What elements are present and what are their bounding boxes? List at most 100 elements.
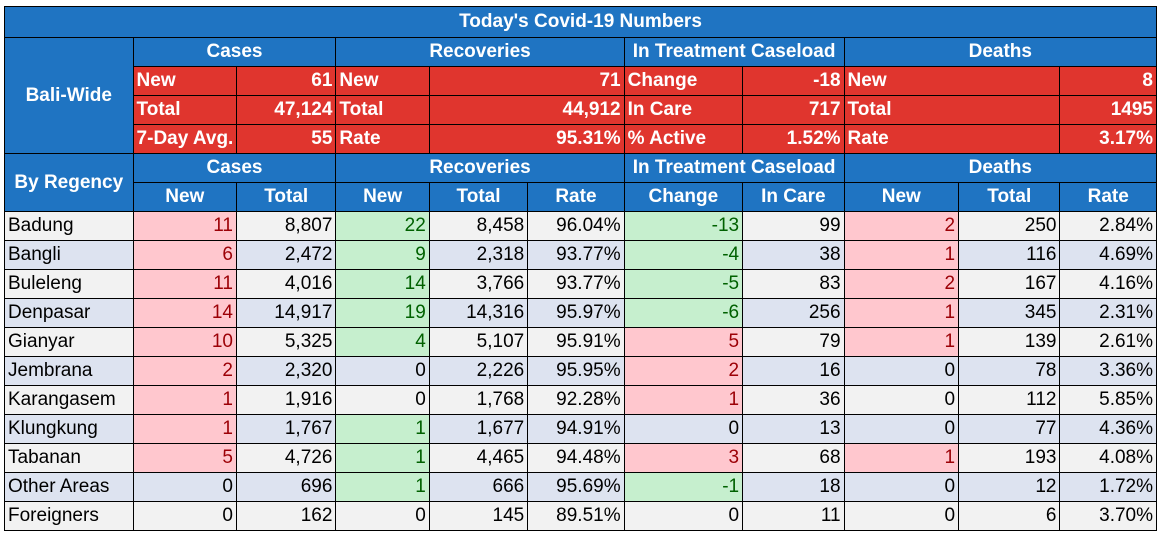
table-cell: 250 bbox=[958, 211, 1061, 241]
table-cell: 11 bbox=[132, 269, 237, 299]
column-header: Total bbox=[958, 182, 1061, 212]
table-cell: 94.48% bbox=[527, 443, 625, 473]
bali-wide-label-cell: In Care bbox=[623, 95, 744, 125]
regency-name: Bangli bbox=[4, 240, 134, 270]
regency-group-treatment: In Treatment Caseload bbox=[623, 153, 845, 183]
table-cell: 5,107 bbox=[428, 327, 529, 357]
bali-wide-label-cell: New bbox=[132, 66, 237, 96]
table-cell: 5 bbox=[623, 327, 744, 357]
table-cell: 1 bbox=[335, 443, 430, 473]
bali-wide-value-cell: 3.17% bbox=[1059, 124, 1157, 154]
bali-wide-label-cell: Total bbox=[335, 95, 430, 125]
table-cell: 89.51% bbox=[527, 501, 625, 531]
table-cell: 193 bbox=[958, 443, 1061, 473]
bali-wide-value-cell: 1495 bbox=[1059, 95, 1157, 125]
bali-wide-value-cell: -18 bbox=[742, 66, 845, 96]
table-row: Gianyar 10 5,325 4 5,107 95.91% 5 79 1 139 2.61% bbox=[4, 327, 1157, 357]
table-cell: 0 bbox=[843, 501, 960, 531]
table-cell: 3.70% bbox=[1059, 501, 1157, 531]
group-header-treatment: In Treatment Caseload bbox=[623, 37, 845, 67]
table-cell: 3,766 bbox=[428, 269, 529, 299]
regency-name: Klungkung bbox=[4, 414, 134, 444]
table-row: Klungkung 1 1,767 1 1,677 94.91% 0 13 0 77 4.36% bbox=[4, 414, 1157, 444]
table-cell: 162 bbox=[235, 501, 337, 531]
table-cell: 167 bbox=[958, 269, 1061, 299]
column-header: Total bbox=[235, 182, 337, 212]
table-cell: 99 bbox=[742, 211, 845, 241]
table-cell: 116 bbox=[958, 240, 1061, 270]
table-cell: -5 bbox=[623, 269, 744, 299]
table-cell: 10 bbox=[132, 327, 237, 357]
table-cell: 666 bbox=[428, 472, 529, 502]
table-cell: 0 bbox=[843, 472, 960, 502]
table-cell: 3.36% bbox=[1059, 356, 1157, 386]
regency-name: Other Areas bbox=[4, 472, 134, 502]
table-cell: -1 bbox=[623, 472, 744, 502]
column-header: In Care bbox=[742, 182, 845, 212]
table-cell: 1 bbox=[623, 385, 744, 415]
table-cell: 0 bbox=[623, 414, 744, 444]
regency-name: Denpasar bbox=[4, 298, 134, 328]
table-cell: 1 bbox=[132, 385, 237, 415]
regency-name: Badung bbox=[4, 211, 134, 241]
table-cell: 1,677 bbox=[428, 414, 529, 444]
table-cell: 0 bbox=[623, 501, 744, 531]
table-cell: 2,226 bbox=[428, 356, 529, 386]
regency-group-cases: Cases bbox=[132, 153, 337, 183]
bali-wide-label-cell: Rate bbox=[843, 124, 1061, 154]
bali-wide-label-cell: Rate bbox=[335, 124, 430, 154]
table-row: Other Areas 0 696 1 666 95.69% -1 18 0 12 1.72% bbox=[4, 472, 1157, 502]
table-cell: 0 bbox=[843, 356, 960, 386]
table-cell: 9 bbox=[335, 240, 430, 270]
table-cell: -13 bbox=[623, 211, 744, 241]
regency-name: Foreigners bbox=[4, 501, 134, 531]
table-cell: 2 bbox=[132, 356, 237, 386]
column-header: Rate bbox=[1059, 182, 1157, 212]
table-cell: 96.04% bbox=[527, 211, 625, 241]
regency-name: Jembrana bbox=[4, 356, 134, 386]
table-cell: 2 bbox=[623, 356, 744, 386]
table-cell: 1 bbox=[843, 298, 960, 328]
table-cell: 2 bbox=[843, 269, 960, 299]
table-cell: 0 bbox=[843, 385, 960, 415]
table-row: Karangasem 1 1,916 0 1,768 92.28% 1 36 0 112 5.85% bbox=[4, 385, 1157, 415]
table-cell: 5.85% bbox=[1059, 385, 1157, 415]
table-row: Bangli 6 2,472 9 2,318 93.77% -4 38 1 116 4.69% bbox=[4, 240, 1157, 270]
table-cell: 77 bbox=[958, 414, 1061, 444]
table-cell: 145 bbox=[428, 501, 529, 531]
table-cell: 0 bbox=[335, 356, 430, 386]
table-cell: 256 bbox=[742, 298, 845, 328]
bali-wide-label-cell: Total bbox=[843, 95, 1061, 125]
table-cell: 6 bbox=[958, 501, 1061, 531]
regency-name: Tabanan bbox=[4, 443, 134, 473]
table-cell: 68 bbox=[742, 443, 845, 473]
table-cell: 8,807 bbox=[235, 211, 337, 241]
table-row: Tabanan 5 4,726 1 4,465 94.48% 3 68 1 193 4.08% bbox=[4, 443, 1157, 473]
table-cell: 19 bbox=[335, 298, 430, 328]
bali-wide-label-cell: New bbox=[843, 66, 1061, 96]
bali-wide-label-cell: New bbox=[335, 66, 430, 96]
bali-wide-label-cell: Change bbox=[623, 66, 744, 96]
table-cell: 22 bbox=[335, 211, 430, 241]
table-cell: 12 bbox=[958, 472, 1061, 502]
table-cell: 95.97% bbox=[527, 298, 625, 328]
table-cell: 95.95% bbox=[527, 356, 625, 386]
bali-wide-value-cell: 1.52% bbox=[742, 124, 845, 154]
table-cell: 2 bbox=[843, 211, 960, 241]
table-cell: 5,325 bbox=[235, 327, 337, 357]
table-cell: 3 bbox=[623, 443, 744, 473]
table-cell: 14,316 bbox=[428, 298, 529, 328]
table-cell: 0 bbox=[132, 472, 237, 502]
table-cell: 1 bbox=[335, 414, 430, 444]
column-header: New bbox=[132, 182, 237, 212]
bali-wide-label: Bali-Wide bbox=[4, 37, 134, 154]
table-cell: 2.84% bbox=[1059, 211, 1157, 241]
table-row: Jembrana 2 2,320 0 2,226 95.95% 2 16 0 78 3.36% bbox=[4, 356, 1157, 386]
column-header: Total bbox=[428, 182, 529, 212]
table-cell: 11 bbox=[742, 501, 845, 531]
table-cell: 4,726 bbox=[235, 443, 337, 473]
table-cell: -4 bbox=[623, 240, 744, 270]
table-cell: 1.72% bbox=[1059, 472, 1157, 502]
bali-wide-label-cell: 7-Day Avg. bbox=[132, 124, 237, 154]
table-cell: 38 bbox=[742, 240, 845, 270]
